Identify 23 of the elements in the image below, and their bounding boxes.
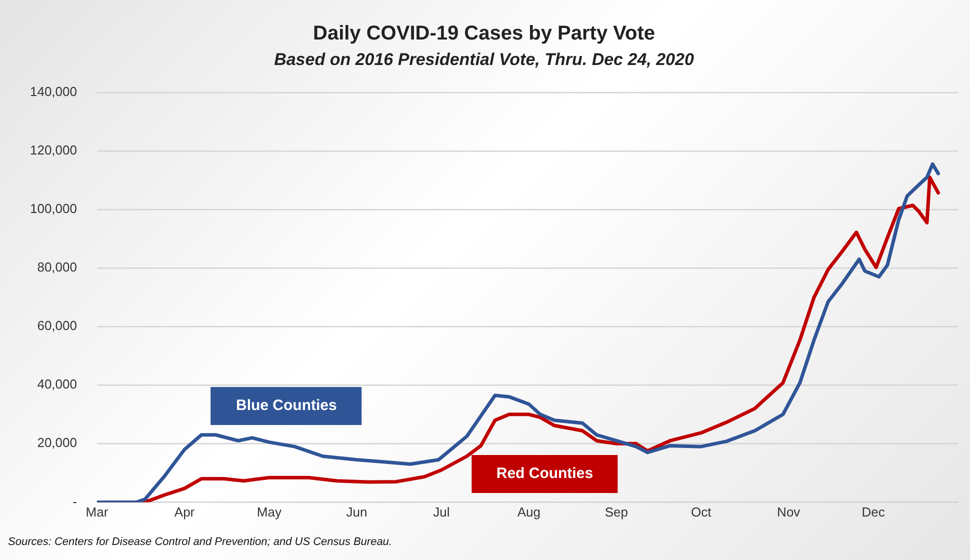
y-tick-label: 20,000: [37, 435, 77, 450]
x-tick-label: Nov: [777, 504, 801, 520]
x-tick-label: Oct: [690, 504, 712, 520]
x-tick-label: May: [256, 504, 282, 520]
x-tick-label: Jul: [433, 504, 450, 520]
chart-subtitle: Based on 2016 Presidential Vote, Thru. Dec 24, 2020: [274, 50, 694, 69]
y-tick-label: 140,000: [30, 84, 77, 99]
y-tick-label: 80,000: [37, 260, 77, 275]
x-tick-label: Dec: [862, 504, 886, 520]
y-tick-label: 60,000: [37, 318, 77, 334]
x-tick-label: Mar: [86, 504, 109, 520]
source-note: Sources: Centers for Disease Control and Prevention; and US Census Bureau.: [8, 536, 392, 548]
name-tag: Red Counties: [471, 454, 618, 492]
y-tick-label: 120,000: [30, 142, 77, 158]
x-tick-label: Sep: [604, 504, 628, 520]
name-tag: Blue Counties: [210, 386, 362, 425]
chart-title: Daily COVID-19 Cases by Party Vote: [313, 22, 655, 45]
y-tick-label: -: [72, 494, 77, 509]
x-tick-label: Jun: [346, 504, 368, 520]
y-tick-label: 100,000: [30, 201, 77, 216]
x-tick-label: Apr: [174, 504, 196, 520]
y-tick-label: 40,000: [37, 376, 77, 392]
x-tick-label: Aug: [517, 504, 540, 520]
